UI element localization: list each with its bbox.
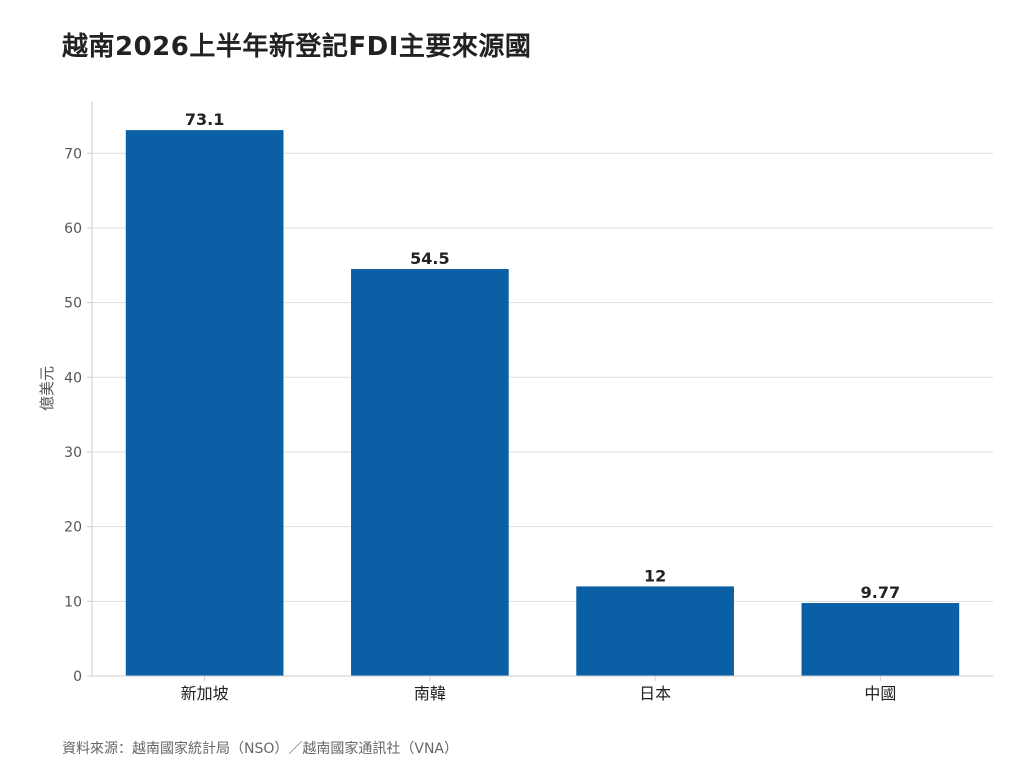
y-tick-label: 40 (64, 370, 82, 386)
bar-1 (351, 269, 509, 676)
y-tick-label: 20 (64, 520, 82, 536)
labels: 0 10 20 30 40 50 60 70 73.1 新加坡 54.5 南韓 12 日本 9.77 中國 (64, 110, 900, 703)
chart-title: 越南2026上半年新登記FDI主要來源國 (62, 32, 532, 62)
x-tick-label: 日本 (639, 684, 671, 703)
y-tick-label: 30 (64, 445, 82, 461)
bar-value-label: 73.1 (185, 110, 224, 129)
bars (125, 130, 960, 676)
bar-value-label: 54.5 (410, 249, 449, 268)
bar-0 (125, 130, 284, 676)
y-axis-title: 億美元 (38, 366, 56, 411)
bar-value-label: 12 (644, 566, 666, 585)
x-tick-label: 新加坡 (181, 684, 229, 703)
x-tick-label: 中國 (864, 684, 896, 703)
y-tick-label: 50 (64, 296, 82, 312)
bar-2 (576, 586, 734, 676)
source-note: 資料來源：越南國家統計局（NSO）／越南國家通訊社（VNA） (62, 741, 459, 757)
axes (87, 101, 993, 681)
y-tick-label: 60 (64, 221, 82, 237)
y-tick-label: 10 (64, 594, 82, 610)
bar-value-label: 9.77 (861, 583, 900, 602)
y-tick-label: 70 (64, 146, 82, 162)
x-tick-label: 南韓 (414, 684, 446, 703)
y-tick-label: 0 (73, 669, 82, 685)
bar-3 (801, 603, 960, 676)
